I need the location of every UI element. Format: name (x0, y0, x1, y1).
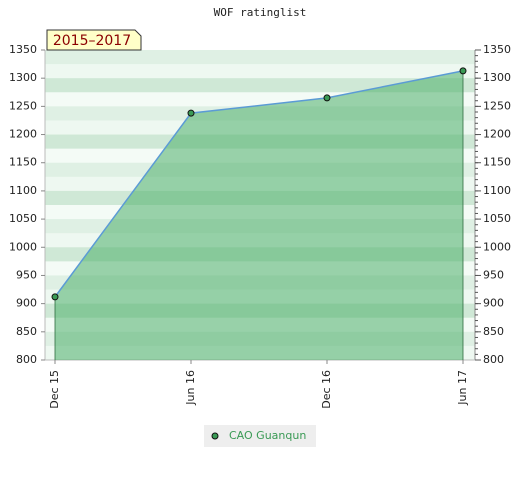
y-tick-label: 1000 (9, 240, 37, 253)
x-tick-label: Dec 15 (48, 370, 61, 409)
marker (323, 94, 331, 102)
y-tick-label: 1100 (9, 184, 37, 197)
line (54, 70, 464, 298)
marker (459, 67, 467, 75)
y-tick-label: 1150 (9, 156, 37, 169)
x-tick-label: Jun 17 (456, 370, 469, 406)
x-tick-label: Dec 16 (320, 370, 333, 409)
y-tick-label: 950 (16, 268, 37, 281)
background-stripe (45, 64, 475, 79)
y2-tick-label: 1350 (483, 43, 511, 56)
legend-box (204, 425, 316, 447)
y-tick-label: 1350 (9, 43, 37, 56)
y2-tick-label: 1050 (483, 212, 511, 225)
area (55, 70, 463, 360)
y2-tick-label: 1150 (483, 156, 511, 169)
annotation: 2015–2017 (53, 33, 131, 49)
y2-tick-label: 950 (483, 268, 504, 281)
y-tick-label: 1250 (9, 99, 37, 112)
marker (187, 109, 195, 117)
y2-tick-label: 1300 (483, 71, 511, 84)
annotation-box (46, 29, 142, 51)
y2-tick-label: 1200 (483, 128, 511, 141)
chart-title: WOF ratinglist (214, 6, 307, 19)
y2-tick-label: 850 (483, 325, 504, 338)
y-tick-label: 1300 (9, 71, 37, 84)
y2-tick-label: 1000 (483, 240, 511, 253)
y-tick-label: 1050 (9, 212, 37, 225)
y-tick-label: 800 (16, 353, 37, 366)
y-tick-label: 900 (16, 297, 37, 310)
marker (51, 293, 59, 301)
y2-tick-label: 1250 (483, 99, 511, 112)
legend-label: CAO Guanqun (229, 429, 306, 442)
y-tick-label: 850 (16, 325, 37, 338)
y2-tick-label: 1100 (483, 184, 511, 197)
legend-marker (211, 432, 219, 440)
y-tick-label: 1200 (9, 128, 37, 141)
x-tick-label: Jun 16 (184, 370, 197, 406)
y2-tick-label: 800 (483, 353, 504, 366)
background-stripe (45, 50, 475, 65)
y2-tick-label: 900 (483, 297, 504, 310)
